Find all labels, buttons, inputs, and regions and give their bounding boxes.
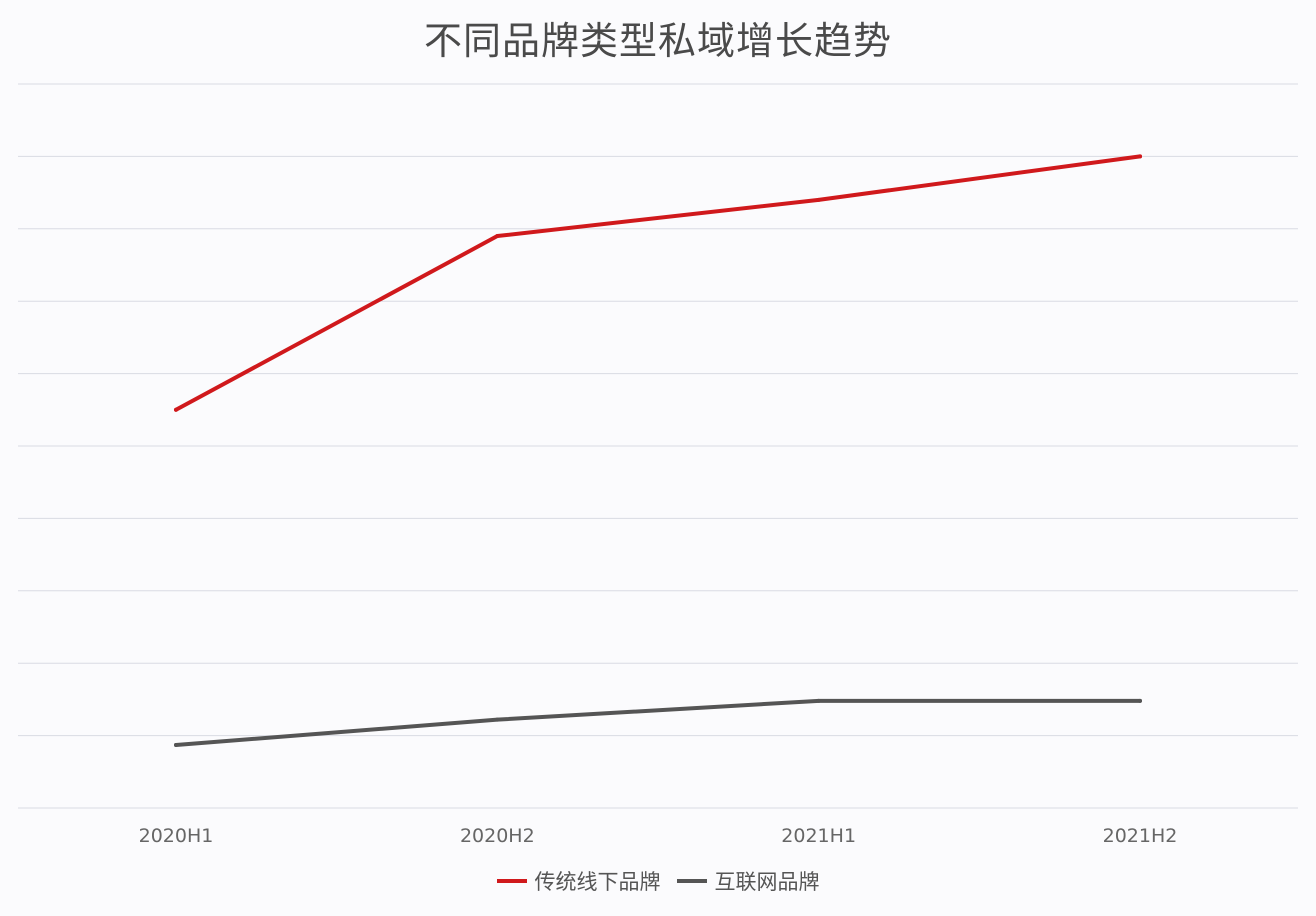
legend-label-1: 互联网品牌 xyxy=(714,870,820,894)
series-0-point-2 xyxy=(816,197,821,202)
x-tick-label-2: 2021H1 xyxy=(781,825,856,847)
chart-title: 不同品牌类型私域增长趋势 xyxy=(423,19,892,63)
legend-item-0: 传统线下品牌 xyxy=(496,866,661,896)
x-tick-label-1: 2020H2 xyxy=(460,825,535,847)
series-1-point-3 xyxy=(1138,698,1142,703)
x-tick-label-3: 2021H2 xyxy=(1103,825,1178,847)
legend-label-0: 传统线下品牌 xyxy=(534,870,661,894)
series-line-0 xyxy=(174,154,1142,412)
series-1-point-2 xyxy=(816,698,821,703)
legend-swatch-1 xyxy=(676,879,707,883)
series-0-point-1 xyxy=(495,234,500,239)
series-1 xyxy=(174,698,1142,748)
legend: 传统线下品牌 互联网品牌 xyxy=(0,866,1316,896)
series-1-point-1 xyxy=(495,717,500,722)
legend-item-1: 互联网品牌 xyxy=(676,866,820,896)
series-0-point-3 xyxy=(1138,154,1142,159)
series-line-1 xyxy=(174,698,1142,748)
series-1-point-0 xyxy=(174,743,178,748)
series-0-point-0 xyxy=(174,407,178,412)
legend-swatch-0 xyxy=(496,879,527,883)
series-0 xyxy=(174,154,1142,412)
x-tick-label-0: 2020H1 xyxy=(139,825,214,847)
